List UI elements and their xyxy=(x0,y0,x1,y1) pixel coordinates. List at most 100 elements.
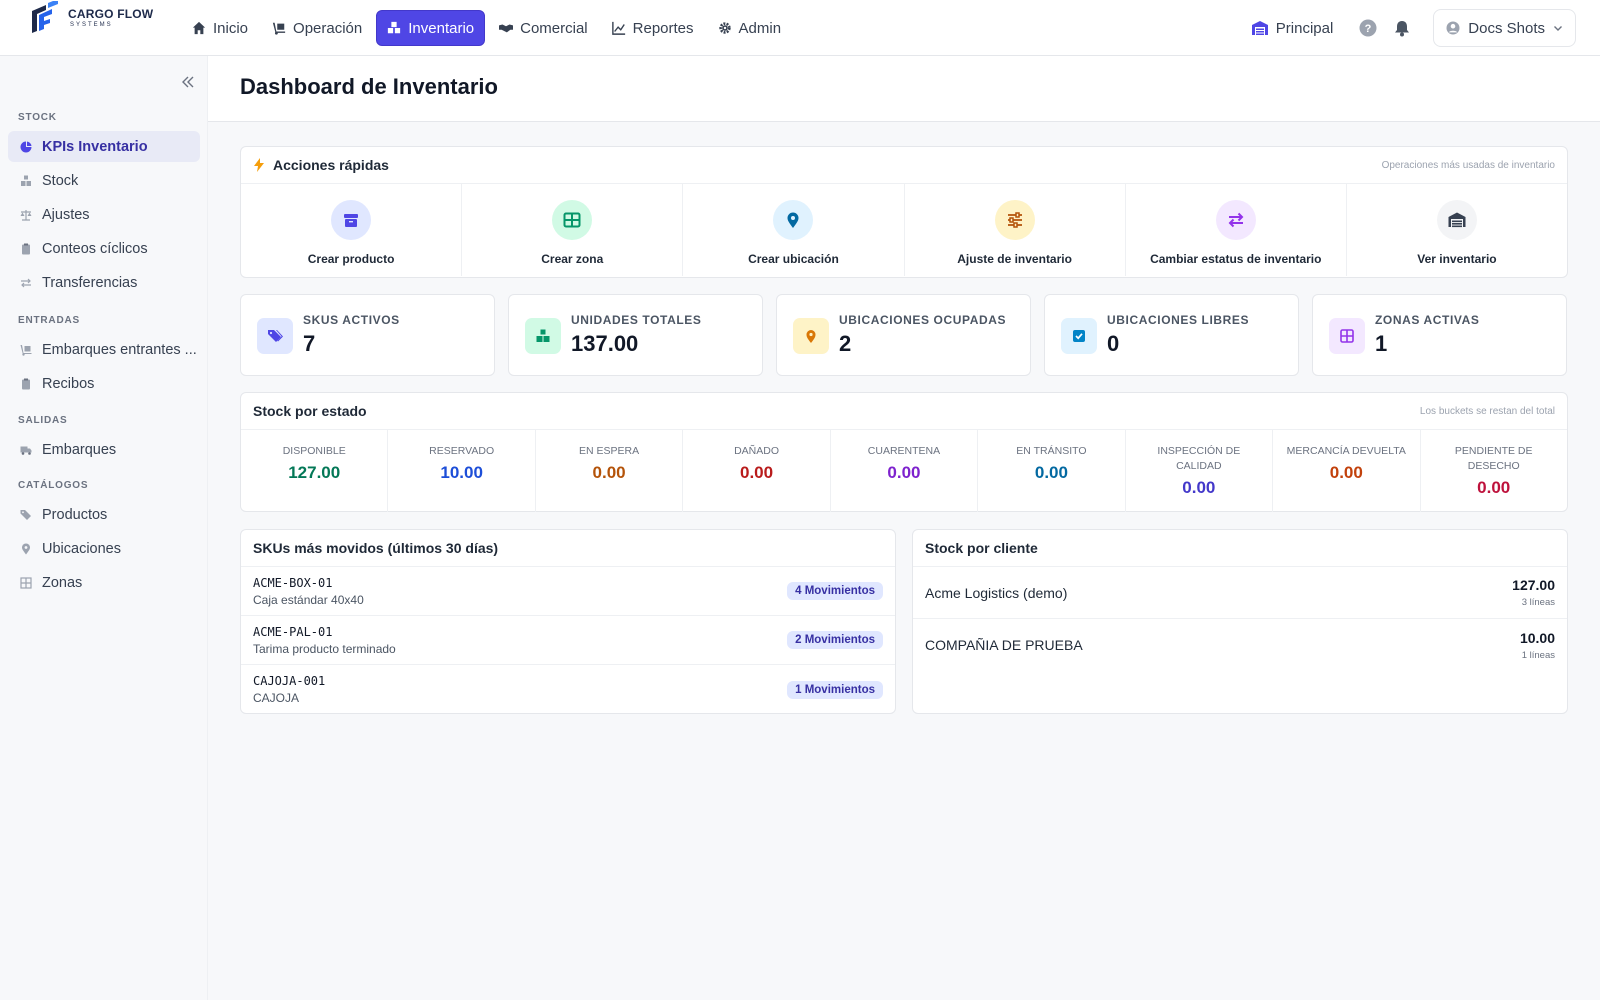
nav-label: Comercial xyxy=(520,19,588,37)
sidebar-section-entradas: ENTRADAS xyxy=(18,315,80,326)
bolt-icon xyxy=(254,158,264,172)
sidebar-item-kpis-inventario[interactable]: KPIs Inventario xyxy=(8,131,200,162)
nav-label: Operación xyxy=(293,19,363,37)
table-row[interactable]: CAJOJA-001 CAJOJA 1 Movimientos xyxy=(241,665,895,714)
stock-status-card: Stock por estado Los buckets se restan d… xyxy=(240,392,1568,512)
help-button[interactable]: ? xyxy=(1359,19,1377,37)
kpi-unidades-totales: UNIDADES TOTALES 137.00 xyxy=(508,294,763,376)
kpi-value: 2 xyxy=(839,331,852,356)
client-lines: 3 líneas xyxy=(1521,597,1555,608)
svg-text:?: ? xyxy=(1365,23,1372,35)
status-value: 127.00 xyxy=(288,463,341,482)
quick-action-crear-zona[interactable]: Crear zona xyxy=(462,184,684,276)
stock-status-title: Stock por estado xyxy=(253,403,367,419)
status-value: 0.00 xyxy=(592,463,626,482)
sliders-icon xyxy=(1007,212,1022,228)
sidebar-item-label: Transferencias xyxy=(42,274,138,291)
table-row[interactable]: ACME-PAL-01 Tarima producto terminado 2 M… xyxy=(241,616,895,665)
sidebar-item-conteos-ciclicos[interactable]: Conteos cíclicos xyxy=(8,233,200,264)
list-item[interactable]: COMPAÑIA DE PRUEBA 10.00 1 líneas xyxy=(913,619,1567,671)
handshake-icon xyxy=(499,24,514,33)
user-name: Docs Shots xyxy=(1468,19,1545,37)
client-lines: 1 líneas xyxy=(1521,649,1555,661)
brand-logo[interactable]: CARGO FLOW SYSTEMS xyxy=(28,0,153,36)
sidebar-item-label: Embarques entrantes ... xyxy=(42,341,197,358)
quick-action-cambiar-estatus[interactable]: Cambiar estatus de inventario xyxy=(1126,184,1347,276)
top-skus-title: SKUs más movidos (últimos 30 días) xyxy=(253,540,499,556)
page-title: Dashboard de Inventario xyxy=(240,74,498,99)
sidebar-item-ubicaciones[interactable]: Ubicaciones xyxy=(8,533,200,564)
nav-comercial[interactable]: Comercial xyxy=(489,10,598,46)
user-menu-button[interactable]: Docs Shots xyxy=(1433,9,1576,47)
notifications-button[interactable] xyxy=(1393,19,1411,37)
kpi-label: UBICACIONES OCUPADAS xyxy=(839,313,1007,327)
list-item[interactable]: Acme Logistics (demo) 127.00 3 líneas xyxy=(913,567,1567,619)
sidebar-item-label: Ajustes xyxy=(42,206,90,223)
status-value: 0.00 xyxy=(887,463,921,482)
branch-selector[interactable]: Principal xyxy=(1251,20,1333,37)
top-right-controls: Principal ? Docs Shots xyxy=(1251,9,1576,47)
nav-admin[interactable]: Admin xyxy=(708,10,792,46)
quick-action-label: Crear ubicación xyxy=(748,252,839,266)
kpi-skus-activos: SKUS ACTIVOS 7 xyxy=(240,294,495,376)
top-skus-card: SKUs más movidos (últimos 30 días) ACME-… xyxy=(240,529,896,714)
map-pin-icon xyxy=(806,330,816,343)
sidebar-item-productos[interactable]: Productos xyxy=(8,499,200,530)
status-label: DAÑADO xyxy=(734,445,779,457)
movements-badge: 1 Movimientos xyxy=(787,680,883,699)
boxes-icon xyxy=(21,175,31,186)
stock-by-client-title: Stock por cliente xyxy=(925,540,1038,556)
kpi-label: UBICACIONES LIBRES xyxy=(1107,313,1250,327)
nav-inventario[interactable]: Inventario xyxy=(376,10,486,46)
quick-action-ajuste-inventario[interactable]: Ajuste de inventario xyxy=(905,184,1126,276)
status-value: 0.00 xyxy=(739,463,774,482)
status-value: 10.00 xyxy=(440,463,483,482)
kpi-label: UNIDADES TOTALES xyxy=(571,313,702,327)
main-nav: Inicio Operación Inventario Comercial Re… xyxy=(182,10,791,46)
warehouse-icon xyxy=(1251,21,1268,35)
sidebar-item-ajustes[interactable]: Ajustes xyxy=(8,199,200,230)
home-icon xyxy=(192,21,206,35)
quick-actions-card: Acciones rápidas Operaciones más usadas … xyxy=(240,146,1568,278)
nav-inicio[interactable]: Inicio xyxy=(182,10,258,46)
quick-actions-title: Acciones rápidas xyxy=(273,157,389,173)
status-value: 0.00 xyxy=(1034,463,1068,482)
quick-action-ver-inventario[interactable]: Ver inventario xyxy=(1347,184,1567,276)
sidebar-item-embarques-entrantes[interactable]: Embarques entrantes ... xyxy=(8,334,200,365)
stock-by-client-card: Stock por cliente Acme Logistics (demo) … xyxy=(912,529,1568,714)
client-name: COMPAÑIA DE PRUEBA xyxy=(925,637,1083,653)
status-label: DISPONIBLE xyxy=(282,445,346,457)
status-label: EN ESPERA xyxy=(579,445,640,457)
boxes-icon xyxy=(536,329,550,342)
sidebar-item-stock[interactable]: Stock xyxy=(8,165,200,196)
client-qty: 127.00 xyxy=(1512,577,1555,593)
client-name: Acme Logistics (demo) xyxy=(925,584,1068,601)
sidebar-item-recibos[interactable]: Recibos xyxy=(8,368,200,399)
dolly-icon xyxy=(20,344,32,356)
kpi-value: 1 xyxy=(1375,331,1388,356)
grid-icon xyxy=(20,576,32,589)
status-value: 0.00 xyxy=(1477,478,1511,497)
chart-pie-icon xyxy=(20,141,32,152)
quick-action-crear-producto[interactable]: Crear producto xyxy=(241,184,463,276)
kpi-zonas-activas: ZONAS ACTIVAS 1 xyxy=(1312,294,1567,376)
sidebar-item-transferencias[interactable]: Transferencias xyxy=(8,267,200,298)
arrows-exchange-icon xyxy=(1228,212,1244,228)
sidebar-item-zonas[interactable]: Zonas xyxy=(8,567,200,598)
nav-operacion[interactable]: Operación xyxy=(262,10,372,46)
collapse-sidebar-icon[interactable] xyxy=(180,74,196,90)
quick-action-label: Ver inventario xyxy=(1417,252,1497,266)
dolly-icon xyxy=(272,22,286,35)
chevron-down-icon xyxy=(1554,26,1562,31)
quick-action-label: Ajuste de inventario xyxy=(957,252,1072,266)
table-icon xyxy=(563,212,581,228)
sidebar-item-embarques[interactable]: Embarques xyxy=(8,434,200,465)
table-row[interactable]: ACME-BOX-01 Caja estándar 40x40 4 Movimie… xyxy=(241,567,895,616)
brand-name: CARGO FLOW xyxy=(68,7,154,21)
sidebar-item-label: KPIs Inventario xyxy=(42,138,148,155)
nav-reportes[interactable]: Reportes xyxy=(602,10,704,46)
sidebar-section-stock: STOCK xyxy=(18,112,57,123)
sidebar-item-label: Embarques xyxy=(42,441,117,458)
sidebar-section-salidas: SALIDAS xyxy=(18,415,68,426)
quick-action-crear-ubicacion[interactable]: Crear ubicación xyxy=(683,184,905,276)
